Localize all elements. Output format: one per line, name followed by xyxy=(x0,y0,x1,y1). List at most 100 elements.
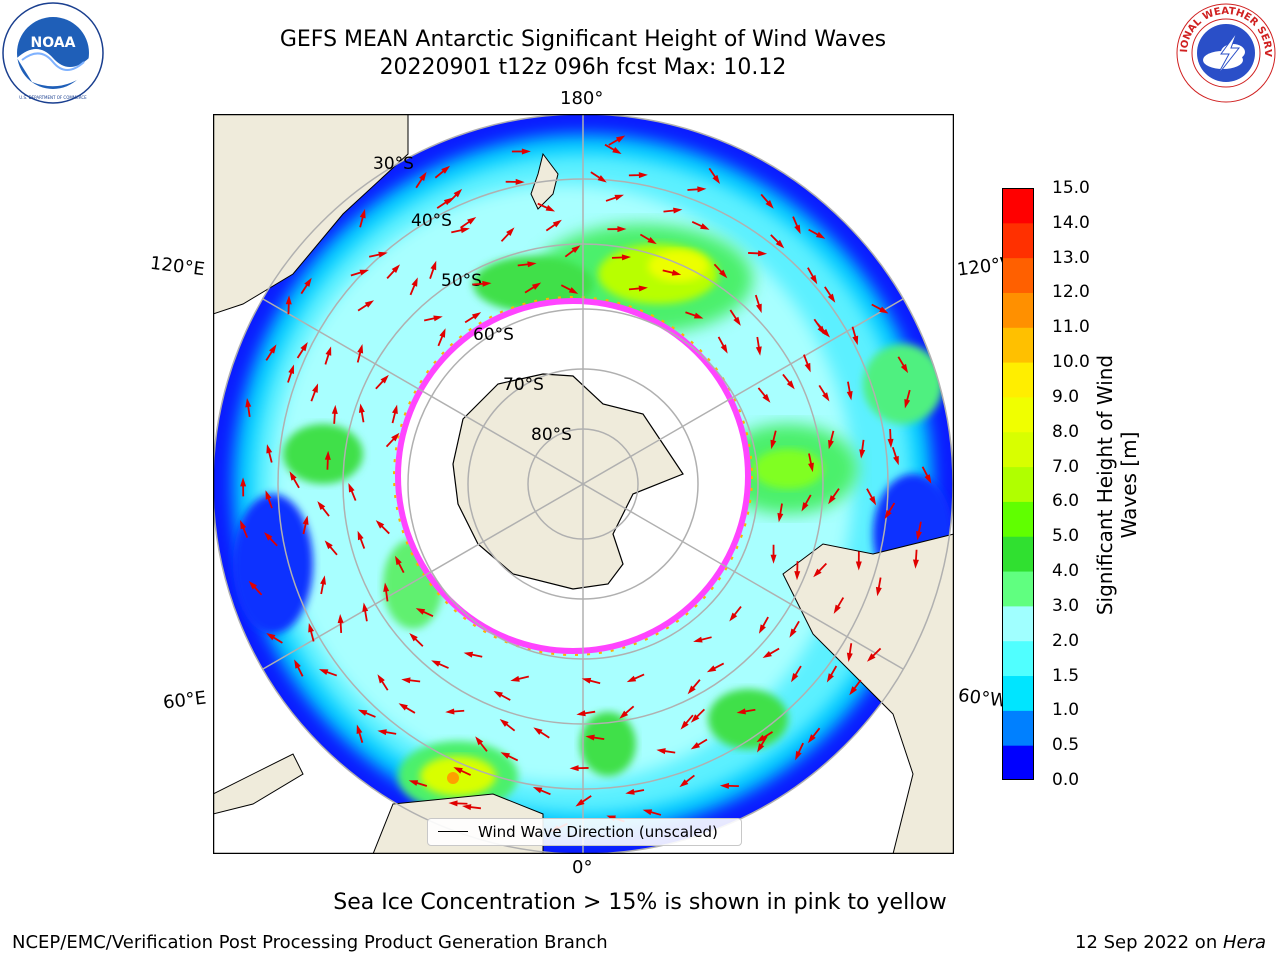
colorbar-tick-label: 5.0 xyxy=(1052,526,1080,547)
colorbar-tick-label: 15.0 xyxy=(1052,178,1090,198)
wave-arrow-head xyxy=(619,710,629,719)
wave-arrow-head xyxy=(569,765,579,772)
wave-arrow-head xyxy=(866,653,876,662)
colorbar-segment xyxy=(1002,605,1034,642)
colorbar-tick-label: 8.0 xyxy=(1052,421,1080,442)
wave-arrow-head xyxy=(791,673,799,683)
wave-arrow-head xyxy=(463,651,474,658)
lat-label: 30°S xyxy=(373,154,414,174)
wave-arrow-head xyxy=(398,703,408,711)
colorbar-tick-label: 7.0 xyxy=(1052,456,1080,477)
lon-label-60e: 60°E xyxy=(161,687,208,714)
wave-arrow-head xyxy=(391,264,400,273)
wave-arrow-head xyxy=(337,613,344,624)
wave-arrow-head xyxy=(612,147,622,155)
wave-arrow-head xyxy=(801,502,809,512)
wave-arrow-head xyxy=(375,520,385,529)
wave-arrow-head xyxy=(924,474,932,484)
wave-arrow-head xyxy=(875,586,882,597)
wave-arrow-head xyxy=(531,282,542,290)
colorbar-tick-label: 3.0 xyxy=(1052,595,1080,616)
lon-label-120e: 120°E xyxy=(148,252,206,281)
wave-arrow-head xyxy=(770,554,777,564)
wave-arrow-head xyxy=(849,686,858,696)
wave-arrow-head xyxy=(448,800,458,807)
nws-logo: NATIONAL WEATHER SERVICE xyxy=(1175,2,1276,103)
wave-arrow-head xyxy=(671,269,682,276)
wave-arrow-head xyxy=(532,786,543,794)
wave-arrow-head xyxy=(581,677,592,684)
colorbar-segment xyxy=(1002,640,1034,677)
wave-arrow-head xyxy=(777,512,784,523)
wave-arrow-head xyxy=(813,568,822,578)
wave-arrow-head xyxy=(827,293,836,303)
wave-arrow-head xyxy=(265,490,272,500)
wave-arrow-head xyxy=(828,439,834,450)
wave-arrow-head xyxy=(357,530,364,541)
colorbar-segment xyxy=(1002,327,1034,363)
wave-arrow-head xyxy=(690,714,700,723)
wave-arrow-head xyxy=(755,303,762,314)
wave-arrow-head xyxy=(359,269,370,276)
chart-title: GEFS MEAN Antarctic Significant Height o… xyxy=(279,27,887,52)
wave-arrow-head xyxy=(719,782,730,789)
colorbar-tick-label: 0.0 xyxy=(1052,770,1080,790)
wave-arrow-head xyxy=(359,208,366,219)
colorbar-tick-label: 2.0 xyxy=(1052,630,1080,651)
wave-arrow-head xyxy=(493,690,503,698)
wave-arrow-head xyxy=(411,277,418,287)
wave-direction-arrows xyxy=(240,135,932,832)
colorbar-tick-label: 12.0 xyxy=(1052,282,1090,303)
wave-arrow-head xyxy=(415,608,426,615)
wave-arrow-head xyxy=(679,779,689,788)
noaa-logo: NOAA U.S. DEPARTMENT OF COMMERCE xyxy=(2,2,104,104)
wave-arrow-head xyxy=(852,335,859,346)
wave-arrow-head xyxy=(552,219,562,228)
colorbar-segment xyxy=(1002,571,1034,607)
legend-label: Wind Wave Direction (unscaled) xyxy=(478,823,718,841)
wave-arrow-head xyxy=(383,582,390,592)
wave-arrow-head xyxy=(264,532,273,541)
caption: Sea Ice Concentration > 15% is shown in … xyxy=(333,890,947,915)
footer-branch: NCEP/EMC/Verification Post Processing Pr… xyxy=(12,932,608,953)
wave-arrow-head xyxy=(318,669,329,675)
wave-arrow-head xyxy=(647,237,657,245)
wave-arrow-head xyxy=(833,604,841,614)
wave-arrow-head xyxy=(869,496,877,506)
lon-label-180: 180° xyxy=(560,88,604,109)
wave-arrow-head xyxy=(706,665,717,673)
wave-arrow-head xyxy=(687,685,696,695)
wave-arrow-head xyxy=(324,540,333,550)
colorbar-segment xyxy=(1002,362,1034,398)
wave-arrow-head xyxy=(527,261,537,268)
wave-arrow-head xyxy=(765,200,774,209)
colorbar-label: Significant Height of Wind Waves [m] xyxy=(1093,354,1141,616)
wave-arrow-head xyxy=(822,392,830,402)
wave-arrow-head xyxy=(718,269,728,279)
wave-arrow-head xyxy=(912,559,919,569)
colorbar xyxy=(1002,188,1034,780)
wave-arrow-head xyxy=(794,571,801,581)
wave-arrow-head xyxy=(884,510,892,520)
wave-arrow-head xyxy=(693,312,704,319)
lat-label: 60°S xyxy=(473,325,514,345)
wave-arrow-head xyxy=(700,223,710,230)
wave-arrow-head xyxy=(729,612,738,622)
wave-arrow-head xyxy=(439,328,446,338)
wave-arrow-head xyxy=(300,342,308,352)
wave-arrow-head xyxy=(625,788,635,795)
wave-arrow-head xyxy=(269,344,277,354)
colorbar-segment xyxy=(1002,466,1034,502)
wave-arrow-head xyxy=(362,602,369,612)
wave-arrow-head xyxy=(846,652,853,663)
wave-arrow-head xyxy=(294,659,301,669)
colorbar-tick-label: 1.5 xyxy=(1052,665,1080,686)
wave-arrow-head xyxy=(378,251,388,258)
wave-arrow-head xyxy=(401,677,411,684)
colorbar-segment xyxy=(1002,396,1034,433)
wave-arrow-head xyxy=(770,439,777,450)
wave-arrow-head xyxy=(545,205,556,212)
colorbar-tick-label: 11.0 xyxy=(1052,317,1090,338)
lon-label-60w: 60°W xyxy=(956,685,1009,712)
wave-arrow-head xyxy=(758,624,766,634)
